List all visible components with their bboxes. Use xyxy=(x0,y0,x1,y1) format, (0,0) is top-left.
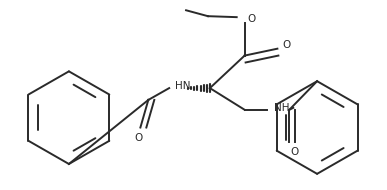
Text: O: O xyxy=(247,14,256,24)
Text: HN: HN xyxy=(175,81,191,91)
Text: NH: NH xyxy=(274,103,290,113)
Text: O: O xyxy=(282,40,291,50)
Text: O: O xyxy=(134,133,142,143)
Text: O: O xyxy=(290,147,298,157)
